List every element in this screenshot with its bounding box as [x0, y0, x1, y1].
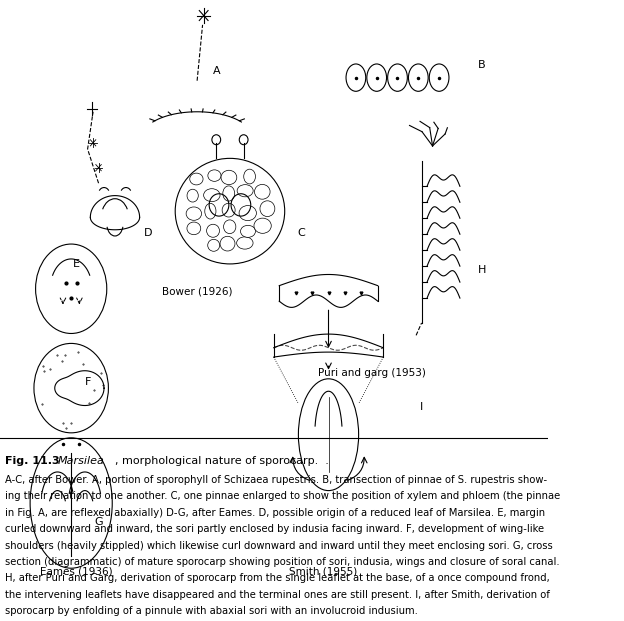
Ellipse shape	[186, 207, 202, 220]
Text: H: H	[477, 265, 486, 275]
Ellipse shape	[429, 64, 449, 91]
Text: Eames (1936): Eames (1936)	[41, 566, 113, 576]
Text: section (diagrammatic) of mature sporocarp showing position of sori, indusia, wi: section (diagrammatic) of mature sporoca…	[6, 557, 560, 567]
Ellipse shape	[207, 224, 220, 237]
Ellipse shape	[223, 220, 236, 233]
Text: I: I	[420, 402, 423, 412]
Text: B: B	[478, 60, 485, 70]
Ellipse shape	[220, 237, 235, 251]
Text: , morphological nature of sporocarp.  .: , morphological nature of sporocarp. .	[115, 456, 329, 466]
Ellipse shape	[223, 186, 235, 201]
Ellipse shape	[260, 201, 275, 217]
Ellipse shape	[367, 64, 386, 91]
Ellipse shape	[175, 158, 285, 264]
Text: A-C, after Bower. A, portion of sporophyll of ​Schizaea rupestris​. B, transecti: A-C, after Bower. A, portion of sporophy…	[6, 475, 548, 485]
Ellipse shape	[30, 438, 112, 568]
Ellipse shape	[236, 237, 253, 249]
Ellipse shape	[221, 170, 236, 184]
Ellipse shape	[36, 244, 107, 333]
Text: shoulders (heavily stippled) which likewise curl downward and inward until they : shoulders (heavily stippled) which likew…	[6, 541, 553, 551]
Text: G: G	[94, 517, 103, 527]
Text: the intervening leaflets have disappeared and the terminal ones are still presen: the intervening leaflets have disappeare…	[6, 590, 550, 600]
Text: F: F	[84, 377, 90, 387]
Text: H, after Puri and Garg, derivation of sporocarp from the single leaflet at the b: H, after Puri and Garg, derivation of sp…	[6, 573, 550, 584]
Ellipse shape	[346, 64, 366, 91]
Ellipse shape	[240, 225, 255, 237]
Ellipse shape	[244, 169, 255, 184]
Ellipse shape	[298, 379, 359, 491]
Ellipse shape	[208, 239, 220, 252]
Text: E: E	[73, 259, 80, 269]
Ellipse shape	[187, 189, 198, 202]
Ellipse shape	[205, 203, 216, 219]
Text: Marsilea: Marsilea	[57, 456, 104, 466]
Text: A: A	[212, 66, 220, 76]
Ellipse shape	[190, 173, 203, 185]
Ellipse shape	[203, 189, 220, 202]
Ellipse shape	[34, 343, 109, 433]
Text: Smith (1955): Smith (1955)	[289, 566, 357, 576]
Ellipse shape	[222, 203, 235, 217]
Ellipse shape	[388, 64, 407, 91]
Text: sporocarp by enfolding of a pinnule with abaxial sori with an involucroid indusi: sporocarp by enfolding of a pinnule with…	[6, 606, 418, 616]
Ellipse shape	[239, 206, 256, 220]
Text: Bower (1926): Bower (1926)	[162, 287, 232, 297]
Ellipse shape	[187, 222, 201, 235]
Text: in Fig. A, are reflexed abaxially) D-G, after Eames. D, possible origin of a red: in Fig. A, are reflexed abaxially) D-G, …	[6, 508, 545, 518]
Text: D: D	[144, 228, 152, 238]
Ellipse shape	[254, 218, 271, 233]
Text: Fig. 11.3: Fig. 11.3	[6, 456, 60, 466]
Ellipse shape	[409, 64, 428, 91]
Ellipse shape	[255, 184, 270, 199]
Text: ing their relation to one another. C, one pinnae enlarged to show the position o: ing their relation to one another. C, on…	[6, 491, 561, 502]
Text: C: C	[297, 228, 305, 238]
Text: Puri and garg (1953): Puri and garg (1953)	[318, 368, 426, 378]
Text: curled downward and inward, the sori partly enclosed by indusia facing inward. F: curled downward and inward, the sori par…	[6, 524, 545, 534]
Ellipse shape	[208, 170, 221, 181]
Ellipse shape	[237, 184, 253, 197]
